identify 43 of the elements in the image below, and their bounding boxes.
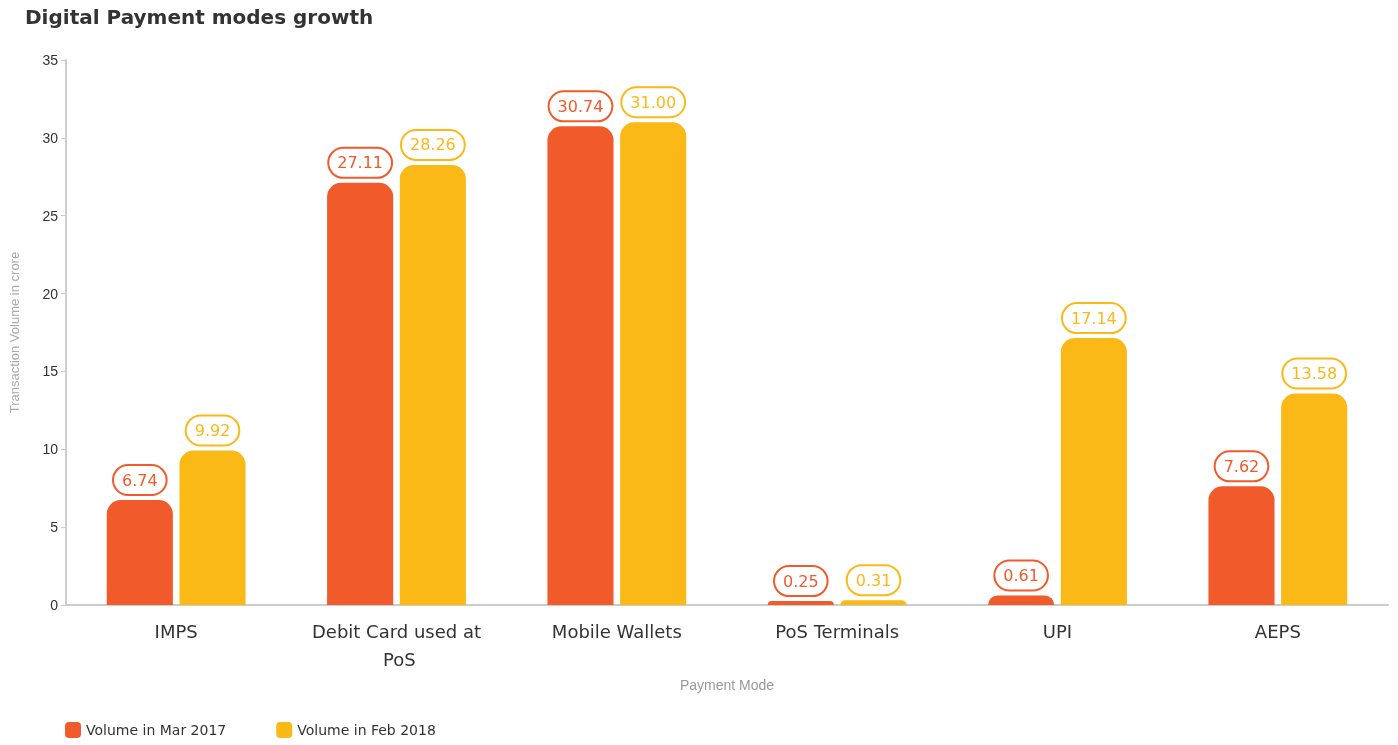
y-tick-label: 10 [42, 441, 59, 458]
data-label: 0.61 [1003, 566, 1039, 585]
y-tick-label: 5 [50, 519, 59, 536]
data-label: 17.14 [1070, 308, 1117, 328]
data-label: 0.31 [855, 570, 892, 590]
y-tick-label: 35 [42, 52, 59, 68]
data-label: 6.74 [122, 470, 158, 490]
bar [106, 500, 173, 605]
x-tick-label: PoS Terminals [775, 620, 900, 642]
x-tick-label: AEPS [1254, 620, 1301, 642]
y-tick-label: 15 [42, 363, 59, 380]
bar [327, 182, 394, 605]
x-tick-label: Debit Card used at PoS [311, 620, 482, 670]
data-label: 0.25 [783, 571, 819, 591]
x-tick-label: Mobile Wallets [551, 620, 682, 642]
bar [1208, 486, 1275, 605]
data-label: 13.58 [1291, 364, 1338, 384]
data-label: 27.11 [337, 153, 384, 173]
bar [767, 601, 834, 605]
data-label: 28.26 [409, 135, 456, 155]
bar [179, 450, 246, 605]
bar [840, 600, 907, 605]
chart-title: Digital Payment modes growth [25, 5, 374, 29]
data-label: 7.62 [1223, 456, 1260, 476]
data-label: 9.92 [194, 421, 231, 441]
y-axis-title: Transaction Volume in crore [7, 251, 22, 414]
bar [547, 126, 614, 605]
x-tick-label: IMPS [154, 620, 198, 642]
data-label: 30.74 [557, 96, 604, 116]
y-tick-label: 0 [50, 597, 59, 613]
legend-label: Volume in Feb 2018 [297, 722, 436, 738]
bar [988, 595, 1055, 605]
y-tick-label: 30 [42, 129, 59, 146]
x-tick-label: UPI [1042, 620, 1073, 642]
bar [620, 122, 687, 605]
y-tick-label: 20 [42, 285, 59, 302]
y-tick-label: 25 [42, 207, 59, 224]
legend-label: Volume in Mar 2017 [86, 722, 227, 738]
x-axis-title: Payment Mode [679, 676, 775, 693]
bar [399, 164, 466, 605]
bar [1060, 338, 1127, 605]
bar [1281, 393, 1348, 605]
data-label: 31.00 [630, 92, 677, 112]
